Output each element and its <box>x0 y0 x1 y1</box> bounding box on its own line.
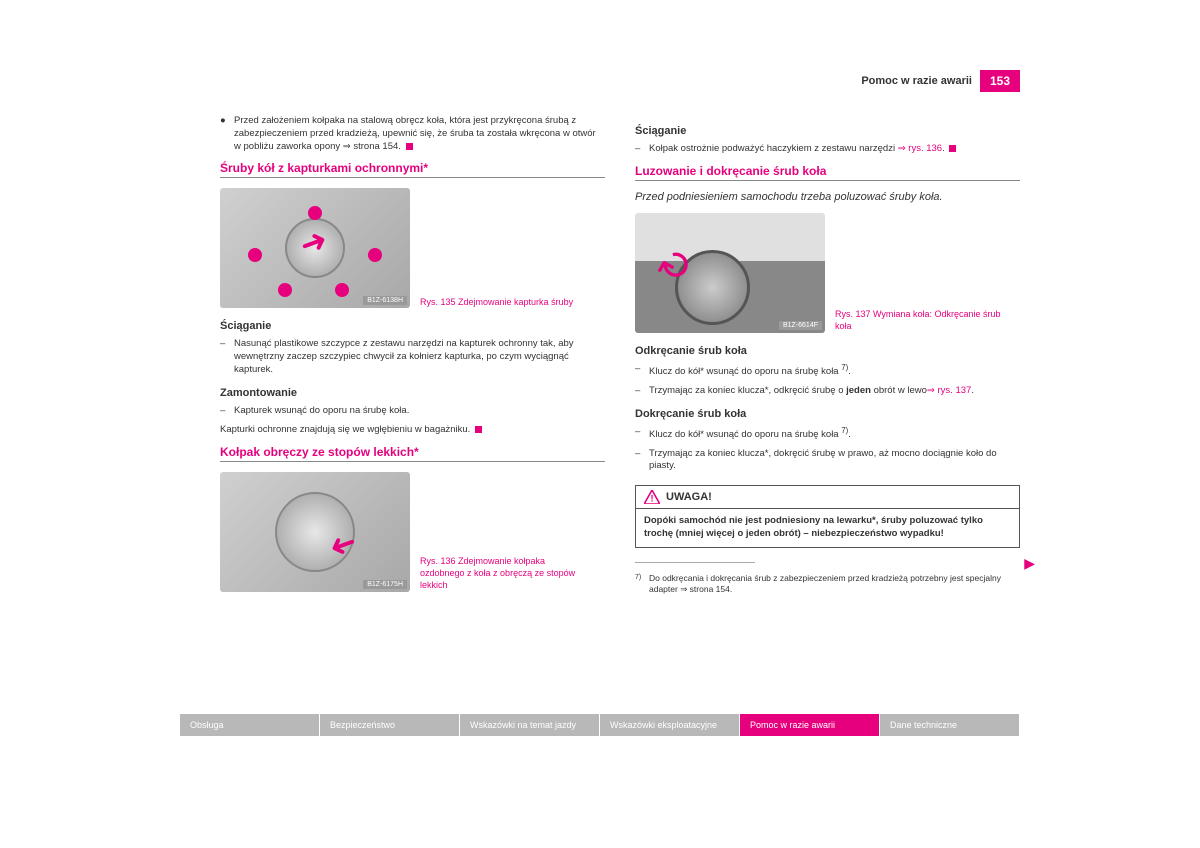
list-item: – Kołpak ostrożnie podważyć haczykiem z … <box>635 143 1020 156</box>
bolt-icon <box>368 248 382 262</box>
list-item: – Trzymając za koniec klucza*, odkręcić … <box>635 385 1020 398</box>
page-header: Pomoc w razie awarii 153 <box>861 70 1020 92</box>
list-text: Trzymając za koniec klucza*, odkręcić śr… <box>649 385 1020 398</box>
figure-code: B1Z-6175H <box>363 580 407 589</box>
svg-text:!: ! <box>650 494 653 504</box>
list-text: Kołpak ostrożnie podważyć haczykiem z ze… <box>649 143 1020 156</box>
dash-marker: – <box>635 143 649 156</box>
list-item: – Nasunąć plastikowe szczypce z zestawu … <box>220 338 605 376</box>
end-marker-icon <box>406 143 413 150</box>
intro-text: Przed założeniem kołpaka na stalową obrę… <box>234 115 605 153</box>
intro-bullet: ● Przed założeniem kołpaka na stalową ob… <box>220 115 605 153</box>
tab-wskazowki-eksploatacyjne[interactable]: Wskazówki eksploatacyjne <box>600 714 740 736</box>
footnote-ref: 7) <box>841 363 848 372</box>
warning-body: Dopóki samochód nie jest podniesiony na … <box>636 509 1019 547</box>
tab-obsluga[interactable]: Obsługa <box>180 714 320 736</box>
section-lead: Przed podniesieniem samochodu trzeba pol… <box>635 191 1020 203</box>
subheading-removal: Ściąganie <box>220 320 605 332</box>
footnote-separator <box>635 562 755 569</box>
bullet-marker: ● <box>220 115 234 153</box>
figure-ref-link[interactable]: ⇒ rys. 137 <box>927 385 971 396</box>
bolt-icon <box>278 283 292 297</box>
tab-dane-techniczne[interactable]: Dane techniczne <box>880 714 1020 736</box>
end-marker-icon <box>475 426 482 433</box>
footnote-text: Do odkręcania i dokręcania śrub z zabezp… <box>649 573 1020 595</box>
figure-caption-136: Rys. 136 Zdejmowanie kołpaka ozdobnego z… <box>420 556 590 591</box>
bolt-icon <box>248 248 262 262</box>
end-marker-icon <box>949 145 956 152</box>
list-text: Kapturek wsunąć do oporu na śrubę koła. <box>234 405 605 418</box>
footnote-number: 7) <box>635 573 649 595</box>
section-title-loosen: Luzowanie i dokręcanie śrub koła <box>635 164 1020 181</box>
dash-marker: – <box>635 448 649 474</box>
warning-header: ! UWAGA! <box>636 486 1019 509</box>
figure-135: ➜ B1Z-6138H <box>220 188 410 308</box>
figure-code: B1Z-6138H <box>363 296 407 305</box>
footnote-ref: 7) <box>841 426 848 435</box>
dash-marker: – <box>635 385 649 398</box>
list-item: – Klucz do kół* wsunąć do oporu na śrubę… <box>635 363 1020 379</box>
warning-box: ! UWAGA! Dopóki samochód nie jest podnie… <box>635 485 1020 548</box>
figure-caption-135: Rys. 135 Zdejmowanie kapturka śruby <box>420 297 573 309</box>
list-text: Nasunąć plastikowe szczypce z zestawu na… <box>234 338 605 376</box>
warning-title: UWAGA! <box>666 491 712 503</box>
subheading-unscrew: Odkręcanie śrub koła <box>635 345 1020 357</box>
manual-page: Pomoc w razie awarii 153 ● Przed założen… <box>0 0 1200 604</box>
subheading-removal-r: Ściąganie <box>635 125 1020 137</box>
figure-row-137: ↻ B1Z-6614F Rys. 137 Wymiana koła: Odkrę… <box>635 213 1020 333</box>
list-item: – Klucz do kół* wsunąć do oporu na śrubę… <box>635 426 1020 442</box>
figure-ref-link[interactable]: ⇒ rys. 136 <box>898 143 942 154</box>
dash-marker: – <box>635 363 649 379</box>
figure-code: B1Z-6614F <box>779 321 822 330</box>
note-text: Kapturki ochronne znajdują się we wgłębi… <box>220 424 605 437</box>
tab-wskazowki-jazdy[interactable]: Wskazówki na temat jazdy <box>460 714 600 736</box>
footnote: 7) Do odkręcania i dokręcania śrub z zab… <box>635 573 1020 595</box>
bolt-icon <box>335 283 349 297</box>
tab-pomoc-awarii[interactable]: Pomoc w razie awarii <box>740 714 880 736</box>
list-item: – Kapturek wsunąć do oporu na śrubę koła… <box>220 405 605 418</box>
section-title-alloy: Kołpak obręczy ze stopów lekkich* <box>220 445 605 462</box>
dash-marker: – <box>220 338 234 376</box>
list-text: Klucz do kół* wsunąć do oporu na śrubę k… <box>649 363 1020 379</box>
section-title-caps: Śruby kół z kapturkami ochronnymi* <box>220 161 605 178</box>
figure-row-136: ➜ B1Z-6175H Rys. 136 Zdejmowanie kołpaka… <box>220 472 605 592</box>
continue-arrow-icon: ▶ <box>1024 555 1035 572</box>
subheading-tighten: Dokręcanie śrub koła <box>635 408 1020 420</box>
figure-row-135: ➜ B1Z-6138H Rys. 135 Zdejmowanie kapturk… <box>220 188 605 308</box>
right-column: Ściąganie – Kołpak ostrożnie podważyć ha… <box>635 115 1020 604</box>
list-text: Klucz do kół* wsunąć do oporu na śrubę k… <box>649 426 1020 442</box>
content-columns: ● Przed założeniem kołpaka na stalową ob… <box>220 115 1020 604</box>
dash-marker: – <box>220 405 234 418</box>
figure-caption-137: Rys. 137 Wymiana koła: Odkręcanie śrub k… <box>835 309 1005 332</box>
figure-136: ➜ B1Z-6175H <box>220 472 410 592</box>
warning-triangle-icon: ! <box>644 490 660 504</box>
header-title: Pomoc w razie awarii <box>861 75 972 87</box>
list-item: – Trzymając za koniec klucza*, dokręcić … <box>635 448 1020 474</box>
tab-bezpieczenstwo[interactable]: Bezpieczeństwo <box>320 714 460 736</box>
dash-marker: – <box>635 426 649 442</box>
left-column: ● Przed założeniem kołpaka na stalową ob… <box>220 115 605 604</box>
footer-tabs: Obsługa Bezpieczeństwo Wskazówki na tema… <box>180 714 1020 736</box>
list-text: Trzymając za koniec klucza*, dokręcić śr… <box>649 448 1020 474</box>
subheading-install: Zamontowanie <box>220 387 605 399</box>
figure-137: ↻ B1Z-6614F <box>635 213 825 333</box>
page-number: 153 <box>980 70 1020 92</box>
